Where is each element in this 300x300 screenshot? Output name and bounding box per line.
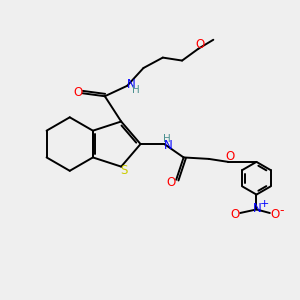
- Text: O: O: [74, 86, 83, 99]
- Text: O: O: [195, 38, 205, 51]
- Text: O: O: [225, 150, 234, 163]
- Text: H: H: [164, 134, 171, 144]
- Text: N: N: [253, 202, 261, 215]
- Text: N: N: [127, 78, 135, 91]
- Text: -: -: [280, 203, 284, 217]
- Text: N: N: [164, 139, 172, 152]
- Text: O: O: [166, 176, 176, 189]
- Text: +: +: [260, 199, 269, 209]
- Text: O: O: [271, 208, 280, 221]
- Text: H: H: [132, 85, 140, 95]
- Text: S: S: [120, 164, 127, 177]
- Text: O: O: [230, 208, 239, 221]
